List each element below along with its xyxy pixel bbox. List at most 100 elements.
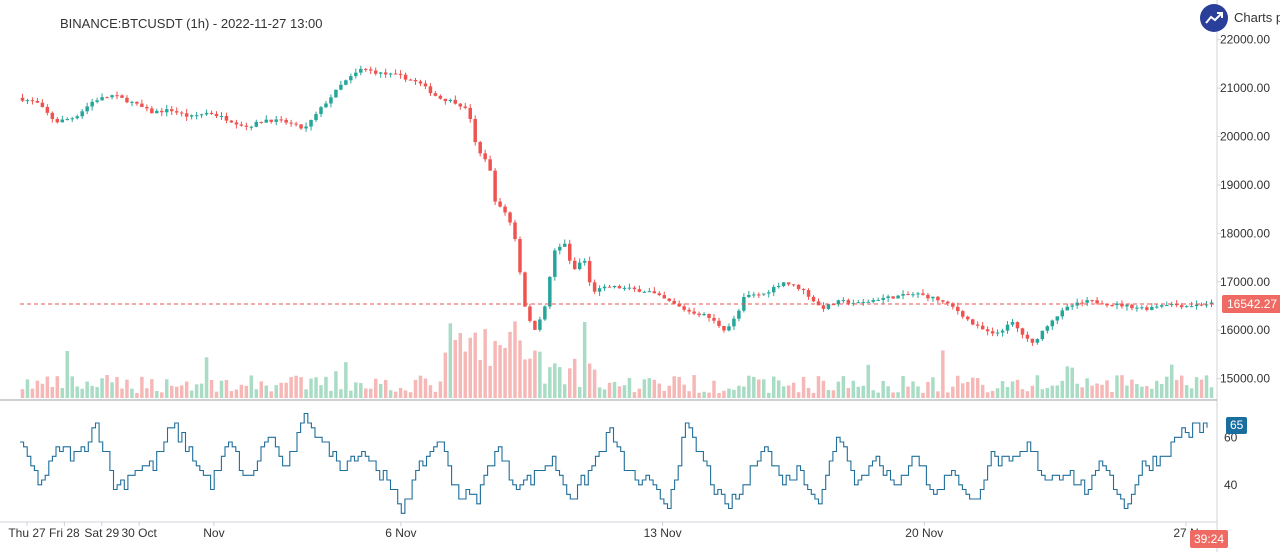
candle-body (866, 301, 870, 303)
volume-bar (1065, 366, 1069, 398)
candle (1060, 307, 1065, 320)
brand-logo[interactable] (1200, 4, 1228, 32)
time-tick-label: 6 Nov (385, 526, 416, 540)
candle-body (1090, 300, 1094, 302)
candle-body (821, 305, 826, 309)
candle (1125, 304, 1129, 311)
candle (687, 307, 691, 315)
volume-bar (985, 392, 990, 398)
volume-bar (548, 367, 552, 398)
candle-body (1065, 306, 1069, 311)
candle (209, 110, 214, 115)
volume-bar (25, 379, 30, 398)
candle-body (652, 291, 657, 294)
candle (801, 288, 806, 295)
volume-bar (354, 382, 358, 398)
time-tick-label: Nov (203, 526, 224, 540)
candle-body (1030, 338, 1035, 343)
volume-bar (995, 388, 1000, 398)
candle-body (617, 285, 622, 289)
candle (776, 282, 781, 289)
volume-bar (941, 350, 945, 398)
candle-body (135, 101, 139, 104)
candle-body (961, 311, 965, 317)
candle (1150, 303, 1154, 311)
volume-bar (911, 381, 915, 398)
candle-body (145, 107, 149, 109)
candle (766, 289, 771, 298)
candle (597, 285, 602, 296)
volume-bar (309, 378, 313, 398)
candle (75, 114, 79, 120)
candle-body (523, 272, 527, 307)
candle (836, 299, 841, 307)
volume-layer (20, 321, 1214, 398)
volume-bar (155, 391, 159, 398)
candle-body (1140, 307, 1144, 309)
candle-body (891, 296, 895, 299)
candle (921, 289, 925, 296)
candle-body (314, 114, 318, 121)
candle (891, 296, 895, 299)
candle-body (398, 73, 403, 75)
candle (642, 290, 647, 293)
volume-bar (856, 386, 861, 398)
volume-bar (667, 385, 671, 398)
volume-bar (1040, 389, 1045, 398)
rsi-layer (20, 412, 1208, 514)
candle (1209, 299, 1214, 308)
volume-bar (622, 385, 627, 398)
candle (324, 100, 328, 109)
volume-bar (349, 390, 353, 398)
volume-bar (553, 363, 557, 398)
candle (1065, 303, 1069, 311)
candle-body (95, 100, 99, 102)
volume-bar (518, 340, 522, 398)
candle-body (637, 289, 642, 292)
candle-body (100, 97, 104, 101)
volume-bar (428, 385, 433, 398)
volume-bar (846, 388, 851, 398)
volume-bar (289, 377, 293, 398)
candle (214, 111, 219, 118)
candle-body (299, 124, 303, 129)
candle-body (896, 295, 900, 299)
candle (941, 299, 945, 305)
candle (349, 73, 353, 84)
candle-body (916, 293, 920, 295)
candle-body (921, 293, 925, 295)
rsi-value-tag: 65 (1226, 417, 1248, 435)
volume-bar (219, 380, 224, 398)
candle-body (194, 115, 199, 117)
volume-bar (160, 392, 164, 398)
volume-bar (970, 377, 975, 398)
candle (1189, 301, 1194, 308)
volume-bar (712, 380, 716, 398)
volume-bar (1169, 364, 1174, 398)
volume-bar (1030, 385, 1035, 398)
candle-body (1070, 305, 1074, 307)
candle-body (359, 68, 363, 73)
volume-bar (1209, 387, 1214, 398)
candle-body (985, 329, 990, 332)
candle-body (289, 122, 293, 124)
candle-body (727, 326, 731, 331)
candle-body (548, 276, 552, 307)
candle-layer (20, 65, 1214, 346)
volume-bar (961, 383, 965, 398)
candle-body (428, 86, 433, 94)
volume-bar (1000, 381, 1005, 398)
candle (632, 285, 637, 292)
volume-bar (120, 388, 124, 398)
volume-bar (836, 381, 841, 398)
candle (1020, 327, 1025, 339)
candle (398, 70, 403, 79)
candle-body (319, 107, 323, 115)
candle (50, 111, 55, 123)
volume-bar (901, 375, 905, 398)
candle-body (781, 282, 786, 286)
volume-bar (990, 390, 995, 398)
volume-bar (150, 379, 154, 398)
candle (1095, 297, 1099, 305)
